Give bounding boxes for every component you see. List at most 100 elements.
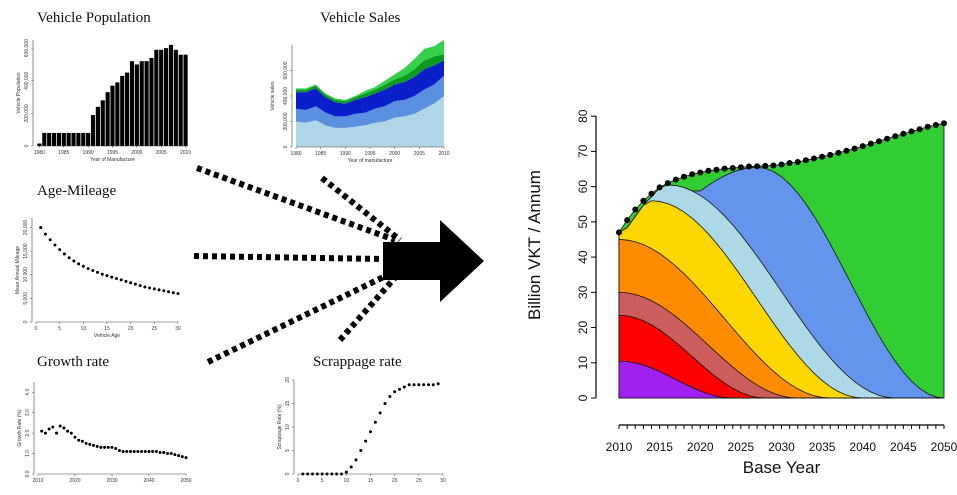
total-marker	[892, 133, 899, 140]
x-tick-label: 2005	[414, 151, 425, 157]
data-point	[176, 292, 180, 296]
data-point	[99, 445, 103, 449]
y-tick-label: 400,000	[24, 72, 30, 90]
y-tick-label: 0	[24, 144, 30, 147]
data-point	[69, 431, 73, 435]
data-point	[62, 252, 66, 256]
x-tick-label: 2010	[32, 478, 43, 484]
data-point	[344, 470, 348, 474]
data-point	[359, 449, 363, 452]
vkt-band	[618, 360, 944, 399]
data-point	[124, 279, 128, 283]
bar	[66, 132, 71, 146]
y-tick-label: 0	[283, 145, 289, 148]
data-point	[388, 394, 392, 398]
title-age-mileage: Age-Mileage	[37, 183, 117, 199]
total-marker	[721, 165, 728, 172]
title-growth-rate: Growth rate	[37, 354, 110, 370]
bar	[51, 132, 57, 146]
data-point	[106, 445, 110, 449]
data-point	[55, 431, 58, 435]
x-tick-label: 20	[128, 326, 134, 332]
total-marker	[794, 158, 801, 165]
y-tick-label: 0	[23, 320, 29, 323]
bar	[115, 82, 120, 146]
data-point	[162, 289, 166, 293]
data-point	[158, 451, 162, 455]
total-marker	[786, 160, 793, 167]
y-axis-title: Mean Annual Mileage	[15, 246, 21, 294]
x-tick-label: 1990	[83, 150, 94, 156]
y-tick-label: 0.0	[25, 470, 31, 477]
data-point	[58, 424, 62, 428]
data-point	[39, 225, 43, 229]
sales-band	[296, 75, 444, 128]
y-tick-label: 3.0	[25, 409, 31, 416]
x-tick-label: 10	[81, 326, 87, 332]
y-tick-label: 20	[285, 377, 291, 383]
bar	[81, 132, 86, 146]
data-point	[422, 383, 426, 387]
total-marker	[624, 217, 631, 224]
data-point	[152, 287, 156, 291]
total-marker	[900, 130, 907, 137]
arrow-from-age-mileage	[193, 253, 384, 262]
sales-band	[296, 96, 444, 147]
y-tick-label: 50	[576, 215, 590, 229]
y-tick-label: 200,000	[24, 104, 30, 122]
bar	[129, 61, 135, 147]
data-point	[48, 238, 52, 242]
data-point	[121, 450, 125, 454]
total-marker	[697, 169, 704, 176]
x-tick-label: 2010	[606, 440, 633, 454]
x-tick-label: 2040	[143, 478, 154, 484]
data-point	[169, 452, 173, 456]
data-point	[184, 456, 188, 460]
total-marker	[640, 197, 647, 204]
data-point	[148, 286, 152, 290]
y-tick-label: 20,000	[23, 220, 29, 236]
total-marker	[827, 151, 834, 158]
x-tick-label: 2020	[69, 478, 80, 484]
data-point	[402, 385, 406, 389]
title-vehicle-population: Vehicle Population	[37, 10, 151, 26]
x-tick-label: 15	[368, 478, 374, 484]
y-tick-label: 2.0	[25, 429, 31, 436]
y-tick-label: 0	[285, 472, 291, 475]
total-marker	[664, 180, 671, 187]
bar	[61, 132, 66, 146]
data-point	[143, 450, 147, 454]
age-mileage-chart: 0 5 10 15 20 25 30 0 5,000 10,000 15,000 20,000 Vehi…	[15, 218, 181, 339]
x-tick-label: 2050	[180, 478, 191, 484]
data-point	[81, 264, 85, 268]
data-point	[177, 454, 181, 458]
total-marker	[754, 163, 761, 170]
data-point	[407, 383, 411, 387]
data-point	[40, 429, 44, 433]
total-marker	[778, 161, 785, 168]
data-point	[140, 450, 144, 454]
data-point	[393, 390, 397, 394]
x-tick-label: 5	[58, 326, 61, 332]
x-axis-title: Vehicle Age	[94, 333, 120, 339]
x-tick-label: 25	[416, 478, 422, 484]
x-tick-label: 15	[104, 326, 110, 332]
data-point	[95, 444, 99, 448]
data-point	[77, 438, 81, 442]
data-point	[53, 243, 57, 247]
x-tick-label: 2050	[931, 440, 957, 454]
data-point	[412, 383, 416, 387]
data-point	[43, 431, 47, 435]
x-tick-label: 2015	[646, 440, 673, 454]
total-marker	[746, 163, 752, 170]
data-point	[167, 290, 171, 294]
x-tick-label: 30	[175, 326, 181, 332]
data-point	[129, 281, 133, 285]
total-marker	[811, 155, 817, 162]
bar	[120, 75, 125, 146]
total-marker	[672, 176, 679, 183]
data-point	[151, 450, 155, 454]
title-scrappage-rate: Scrappage rate	[313, 354, 402, 370]
y-tick-label: 600,000	[283, 61, 289, 79]
total-marker	[876, 138, 882, 145]
